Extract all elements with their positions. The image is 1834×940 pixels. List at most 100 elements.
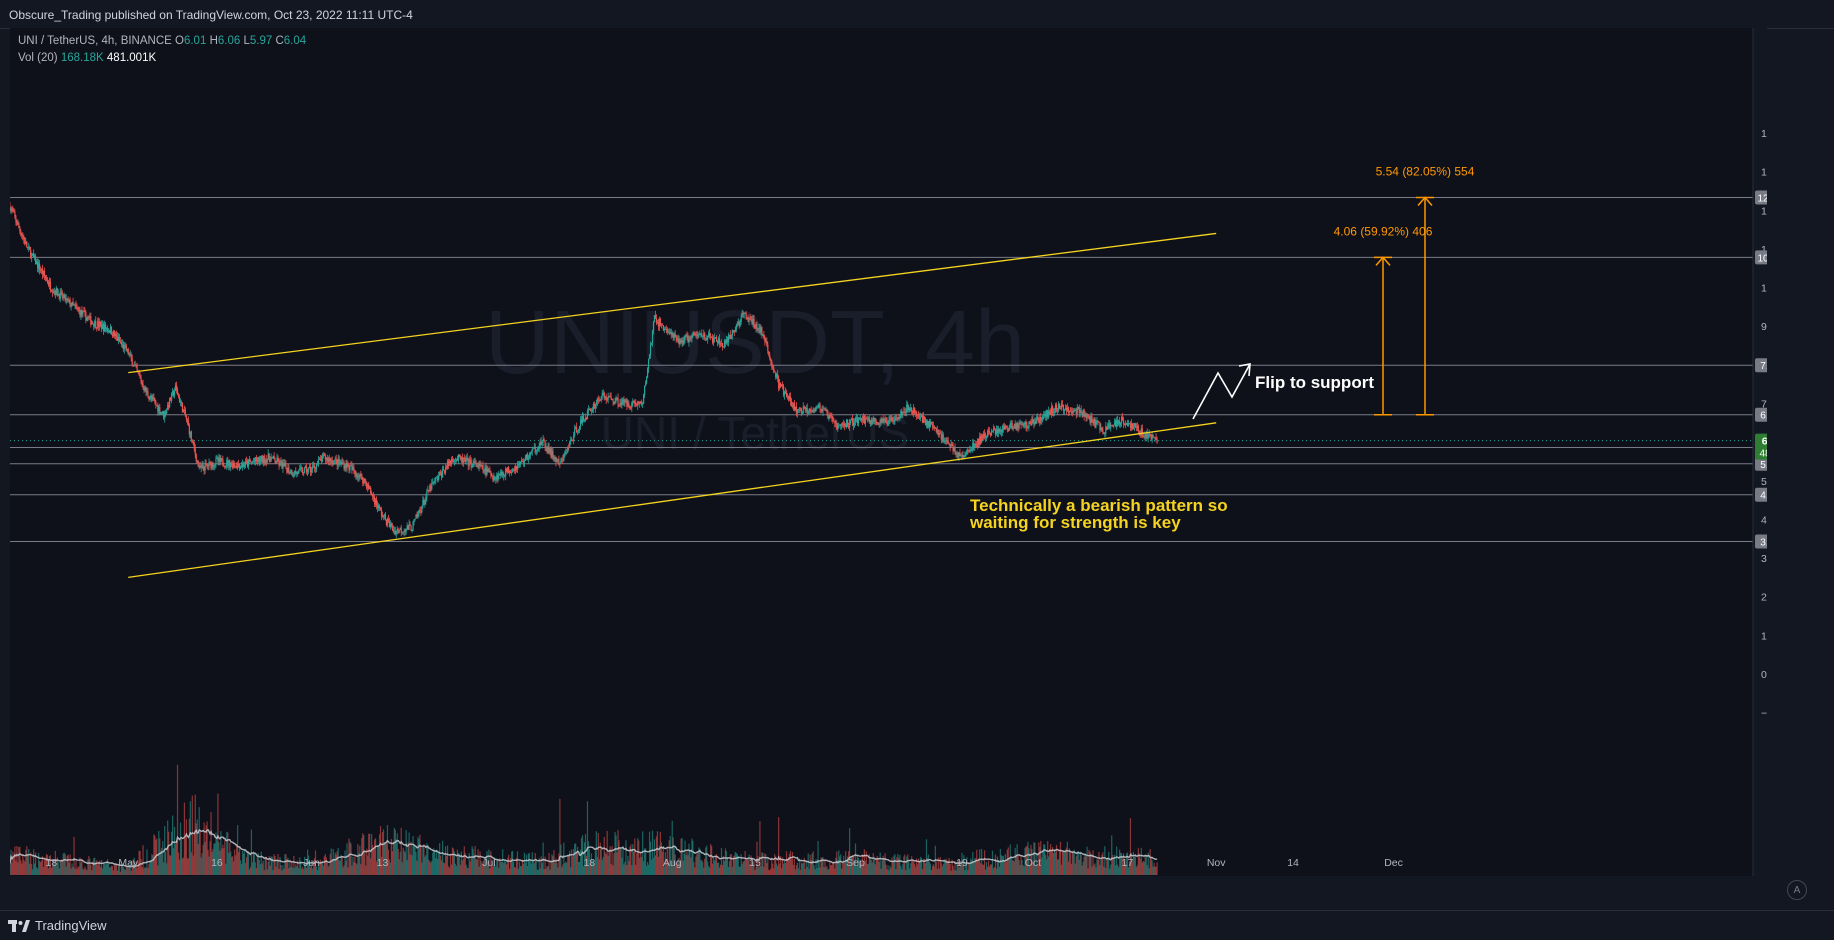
candle-body xyxy=(910,408,912,412)
volume-bar xyxy=(1142,861,1144,875)
candle-body xyxy=(145,387,147,393)
volume-bar xyxy=(468,853,470,875)
level-price-label-bg-5 xyxy=(1755,456,1767,471)
candle-body xyxy=(1107,424,1109,430)
volume-bar xyxy=(602,857,604,875)
candle-body xyxy=(375,499,378,506)
price-tick-label: 1.00 xyxy=(1761,630,1767,642)
candle-body xyxy=(1091,416,1093,423)
candle-body xyxy=(116,336,119,341)
candle-body xyxy=(707,335,709,340)
candle-body xyxy=(546,447,548,453)
volume-bar xyxy=(434,849,436,875)
candle-body xyxy=(824,408,826,411)
tradingview-brand-label: TradingView xyxy=(35,918,107,933)
candle-body xyxy=(378,505,381,508)
candle-body xyxy=(1097,420,1099,422)
volume-bar xyxy=(559,799,561,875)
candle-body xyxy=(864,418,866,424)
candle-body xyxy=(193,442,195,449)
candle-body xyxy=(133,365,135,367)
tradingview-brand[interactable]: TradingView xyxy=(8,918,107,933)
candle-body xyxy=(267,453,269,460)
candle-body xyxy=(966,450,968,453)
candle-body xyxy=(897,417,899,420)
candle-body xyxy=(144,387,146,391)
volume-bar xyxy=(1069,851,1071,875)
volume-bar xyxy=(12,851,14,875)
chart-pane[interactable]: UNIUSDT, 4h UNI / TetherUS 4.06 (59.92%) 4… xyxy=(10,28,1767,876)
volume-bar xyxy=(170,855,172,875)
candle-body xyxy=(136,366,138,371)
candle-body xyxy=(778,378,780,389)
candle-body xyxy=(23,237,25,240)
volume-bar xyxy=(217,793,219,875)
candle-body xyxy=(558,458,560,464)
volume-bar xyxy=(803,857,805,875)
candle-body xyxy=(517,464,520,466)
candle-body xyxy=(617,397,619,405)
candle-body xyxy=(832,418,834,421)
volume-bar xyxy=(252,851,255,875)
volume-bar xyxy=(659,831,661,875)
last-price-label: 6.04 xyxy=(1762,436,1767,448)
volume-bar xyxy=(55,865,57,875)
candle-body xyxy=(686,335,688,337)
volume-bar xyxy=(348,838,350,875)
volume-bar xyxy=(988,866,991,875)
volume-bar xyxy=(207,849,209,875)
candle-body xyxy=(149,398,151,400)
volume-bar xyxy=(1025,846,1027,875)
candle-body xyxy=(332,463,334,465)
volume-bar xyxy=(478,866,480,875)
volume-bar xyxy=(27,855,29,875)
volume-bar xyxy=(1151,860,1153,875)
candle-body xyxy=(1103,432,1105,434)
candle-body xyxy=(469,459,471,461)
volume-bar xyxy=(273,854,275,875)
candle-body xyxy=(501,471,503,476)
candle-body xyxy=(813,409,815,413)
candle-body xyxy=(112,331,115,337)
volume-bar xyxy=(359,845,361,875)
volume-bar xyxy=(751,866,753,875)
price-tick-label: 11.00 xyxy=(1761,244,1767,256)
candle-body xyxy=(705,338,707,340)
candle-body xyxy=(688,338,690,343)
volume-bar xyxy=(738,866,740,875)
candle-body xyxy=(117,337,119,341)
volume-bar xyxy=(124,869,126,875)
candle-body xyxy=(321,454,323,462)
volume-bar xyxy=(743,861,745,875)
volume-bar xyxy=(864,860,866,875)
candle-body xyxy=(446,461,449,469)
volume-bar xyxy=(870,859,872,875)
candle-body xyxy=(271,456,273,458)
candle-body xyxy=(619,403,621,406)
candle-body xyxy=(509,471,511,474)
volume-bar xyxy=(593,865,595,875)
auto-scale-button[interactable]: A xyxy=(1787,880,1807,900)
candle-body xyxy=(828,414,830,419)
volume-bar xyxy=(149,860,151,875)
volume-bar xyxy=(1093,864,1095,875)
candle-body xyxy=(497,474,499,479)
volume-bar xyxy=(416,860,418,875)
candle-body xyxy=(273,456,275,460)
candle-body xyxy=(817,407,819,408)
volume-bar xyxy=(376,844,379,875)
volume-bar xyxy=(457,852,459,875)
volume-bar xyxy=(168,831,170,875)
candle-body xyxy=(415,514,417,519)
volume-bar xyxy=(1053,849,1056,875)
volume-bar xyxy=(713,857,715,875)
candle-body xyxy=(1077,406,1079,408)
candle-body xyxy=(1056,410,1059,412)
volume-bar xyxy=(841,868,843,875)
candle-body xyxy=(1001,429,1003,433)
volume-bar xyxy=(142,845,144,875)
candle-body xyxy=(485,467,487,475)
candle-body xyxy=(834,420,836,424)
volume-bar xyxy=(582,866,585,875)
